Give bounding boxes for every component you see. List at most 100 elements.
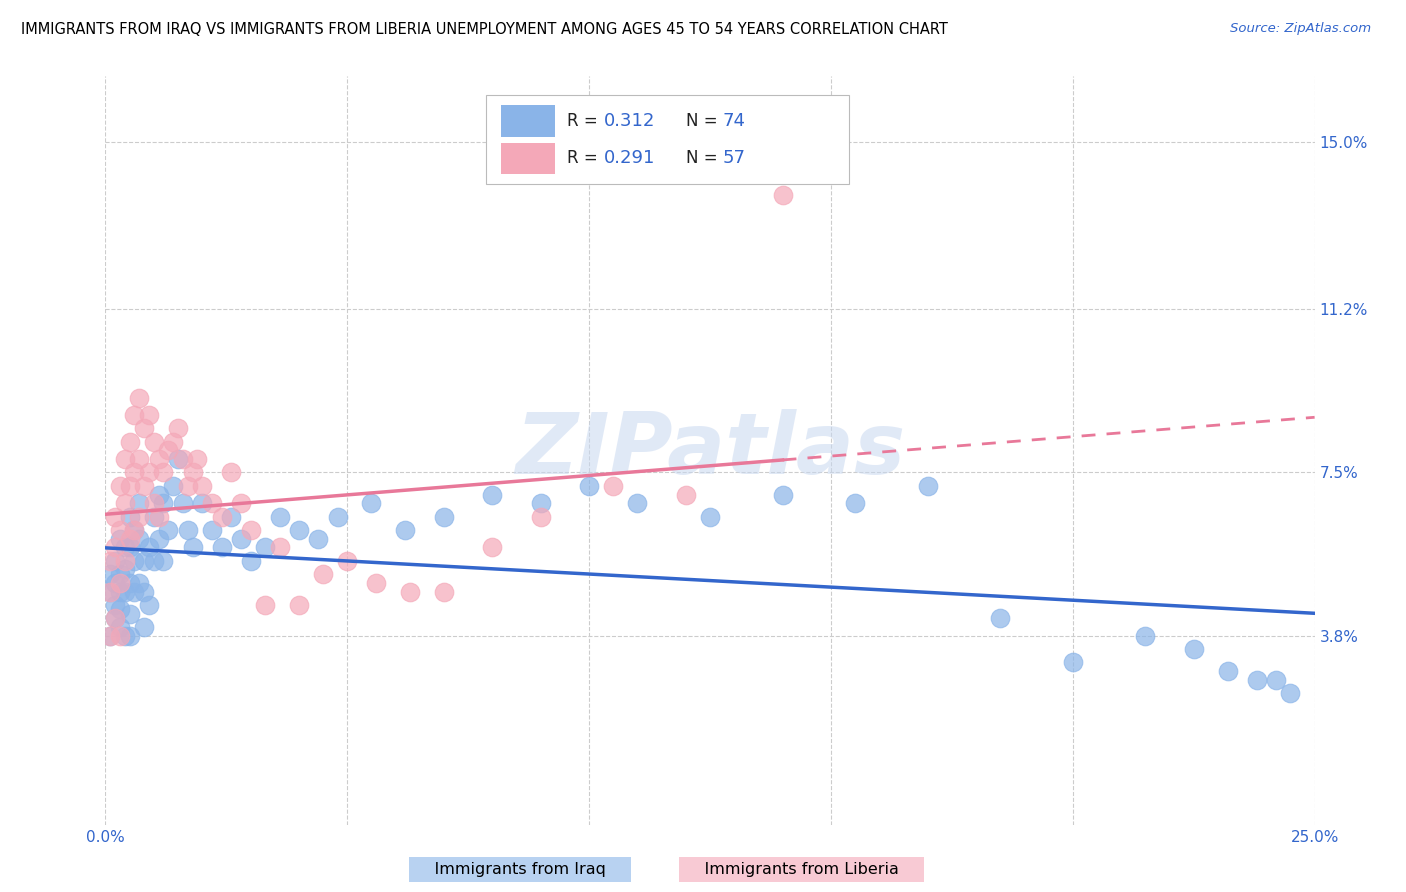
Point [772,487,794,501]
Point [172,452,194,467]
Point [181,541,204,555]
Point [148,487,170,501]
Point [118,479,141,493]
Point [530,496,553,510]
Point [152,466,174,480]
Text: 0.312: 0.312 [603,112,655,129]
Point [118,541,141,555]
Point [98,584,121,599]
Point [148,532,170,546]
Point [114,452,136,467]
Point [118,575,141,590]
Point [481,487,503,501]
Point [104,509,127,524]
Point [134,584,156,599]
Point [176,523,198,537]
Point [104,611,127,625]
Text: ZIPatlas: ZIPatlas [515,409,905,492]
Point [312,566,335,581]
Point [211,541,233,555]
Point [433,584,456,599]
Point [844,496,866,510]
Text: Immigrants from Liberia: Immigrants from Liberia [683,863,920,877]
Point [152,496,174,510]
Point [191,496,214,510]
Point [152,554,174,568]
Point [1062,655,1084,669]
Point [98,584,121,599]
Point [1135,629,1157,643]
Point [114,562,136,576]
Point [1216,664,1239,678]
Point [124,466,146,480]
Point [104,541,127,555]
Text: 57: 57 [723,149,745,167]
Text: 0.291: 0.291 [603,149,655,167]
Point [128,452,150,467]
Text: IMMIGRANTS FROM IRAQ VS IMMIGRANTS FROM LIBERIA UNEMPLOYMENT AMONG AGES 45 TO 54: IMMIGRANTS FROM IRAQ VS IMMIGRANTS FROM … [21,22,948,37]
Point [172,496,194,510]
Point [699,509,721,524]
Point [254,598,277,612]
Point [1279,686,1302,700]
Point [98,554,121,568]
Point [138,408,160,422]
Text: Source: ZipAtlas.com: Source: ZipAtlas.com [1230,22,1371,36]
Point [239,554,262,568]
Point [211,509,233,524]
Point [181,466,204,480]
Point [128,509,150,524]
Point [128,391,150,405]
Point [394,523,416,537]
Point [336,554,359,568]
Point [104,575,127,590]
Point [162,479,184,493]
Point [162,434,184,449]
Point [134,479,156,493]
Point [288,598,311,612]
Point [326,509,349,524]
FancyBboxPatch shape [501,143,555,174]
Point [108,532,131,546]
FancyBboxPatch shape [486,95,849,185]
Point [124,408,146,422]
Point [201,523,224,537]
Point [118,509,141,524]
Point [239,523,262,537]
Point [128,496,150,510]
Point [142,509,165,524]
Point [530,509,553,524]
Point [124,554,146,568]
Text: N =: N = [686,112,723,129]
Point [148,509,170,524]
Point [138,541,160,555]
Point [360,496,382,510]
Point [307,532,329,546]
Point [578,479,600,493]
Point [114,554,136,568]
Point [917,479,939,493]
Point [108,584,131,599]
Text: 74: 74 [723,112,745,129]
Point [108,602,131,616]
Point [118,532,141,546]
Point [602,479,624,493]
Point [98,629,121,643]
Point [1264,673,1286,687]
Point [269,509,291,524]
Point [988,611,1011,625]
Point [142,554,165,568]
Point [98,629,121,643]
Point [366,575,388,590]
Point [98,566,121,581]
Point [269,541,291,555]
Point [108,479,131,493]
Point [481,541,503,555]
Point [148,452,170,467]
Point [229,496,252,510]
Point [108,575,131,590]
Point [433,509,456,524]
Point [176,479,198,493]
Point [142,434,165,449]
Point [104,554,127,568]
